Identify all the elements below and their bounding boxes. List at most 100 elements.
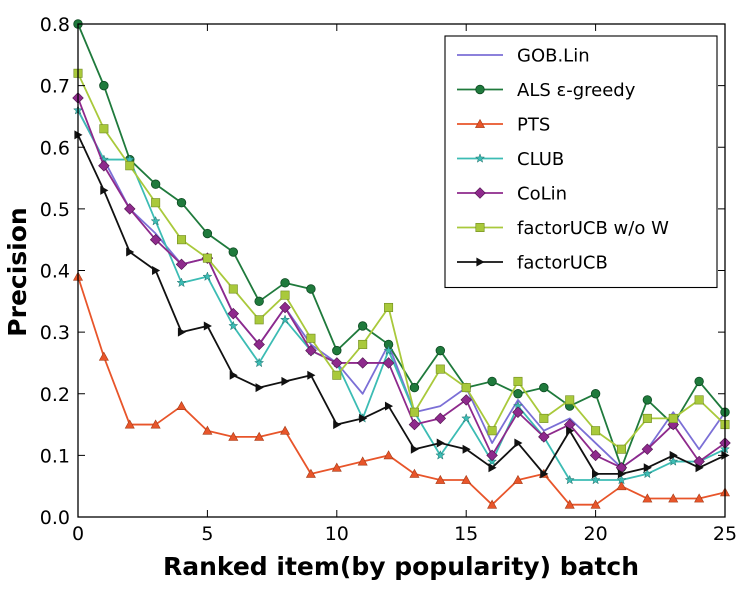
legend-marker — [476, 257, 485, 267]
data-point — [435, 474, 446, 484]
legend-label: PTS — [517, 115, 550, 136]
data-point — [99, 80, 109, 91]
y-tick-label: 0.6 — [40, 137, 70, 159]
data-point — [668, 493, 679, 503]
data-point — [228, 284, 238, 294]
y-tick-label: 0.4 — [40, 261, 70, 283]
data-point — [176, 277, 187, 288]
data-point — [307, 370, 316, 380]
data-point — [461, 383, 471, 393]
data-point — [125, 161, 135, 171]
data-point — [462, 444, 471, 454]
data-point — [253, 338, 265, 351]
data-point — [150, 419, 161, 429]
data-point — [356, 357, 369, 369]
data-point — [512, 474, 523, 484]
data-point — [254, 431, 265, 441]
data-point — [590, 474, 601, 485]
data-point — [461, 413, 472, 423]
data-point — [642, 395, 653, 405]
data-point — [695, 463, 704, 473]
data-point — [642, 493, 653, 503]
series-6 — [74, 130, 730, 479]
legend-label: factorUCB w/o W — [517, 218, 669, 239]
y-tick-label: 0.8 — [40, 14, 70, 36]
data-point — [254, 357, 265, 368]
data-point — [305, 468, 316, 478]
data-point — [643, 463, 652, 473]
data-point — [590, 389, 601, 399]
legend-box — [444, 35, 718, 289]
x-axis-title: Ranked item(by popularity) batch — [163, 552, 639, 581]
data-point — [564, 499, 575, 509]
legend-entry: CoLin — [457, 184, 567, 205]
data-point — [332, 345, 342, 356]
data-point — [461, 474, 472, 484]
data-point — [694, 395, 704, 405]
data-point — [591, 426, 601, 436]
data-point — [513, 389, 523, 399]
series-line — [77, 23, 726, 469]
data-point — [538, 431, 550, 443]
data-point — [357, 321, 368, 331]
data-point — [152, 266, 161, 275]
data-point — [540, 469, 549, 479]
data-point — [641, 443, 654, 455]
data-point — [409, 468, 420, 478]
x-tick-label: 0 — [72, 523, 84, 545]
data-point — [384, 302, 394, 312]
data-point — [565, 395, 575, 405]
data-point — [539, 382, 549, 393]
data-point — [642, 468, 653, 479]
data-point — [332, 370, 342, 380]
data-point — [383, 345, 394, 355]
legend-entry: GOB.Lin — [457, 46, 590, 67]
data-point — [254, 296, 264, 307]
data-point — [281, 376, 290, 386]
data-point — [512, 406, 524, 418]
data-point — [487, 376, 497, 387]
data-point — [331, 462, 342, 472]
data-point — [435, 450, 446, 460]
data-point — [564, 474, 575, 485]
legend-label: GOB.Lin — [517, 46, 590, 67]
data-point — [382, 357, 395, 369]
data-point — [177, 327, 187, 337]
legend-entry: factorUCB w/o W — [457, 218, 669, 239]
data-point — [98, 160, 110, 172]
data-point — [617, 469, 626, 479]
data-point — [202, 253, 212, 263]
data-point — [694, 376, 704, 387]
data-point — [280, 425, 291, 435]
data-point — [202, 228, 213, 239]
data-point — [305, 344, 317, 357]
data-point — [357, 456, 368, 466]
x-tick-label: 15 — [454, 523, 478, 545]
legend-label: ALS ε-greedy — [517, 80, 636, 101]
data-point — [228, 431, 239, 441]
data-point — [488, 463, 497, 473]
data-point — [616, 444, 626, 454]
data-point — [100, 185, 109, 195]
data-point — [539, 413, 549, 423]
data-point — [124, 419, 135, 429]
data-point — [124, 203, 136, 215]
data-point — [384, 401, 394, 411]
x-tick-label: 20 — [584, 523, 608, 545]
data-point — [227, 307, 240, 320]
data-point — [150, 215, 161, 226]
data-point — [99, 124, 109, 134]
data-point — [202, 271, 213, 281]
data-point — [98, 351, 109, 361]
legend-label: factorUCB — [517, 253, 608, 274]
series-line — [77, 109, 726, 481]
data-point — [175, 258, 188, 271]
data-point — [280, 290, 290, 300]
data-point — [408, 418, 421, 431]
data-point — [694, 493, 705, 503]
data-point — [616, 474, 627, 485]
data-point — [409, 382, 420, 393]
data-point — [228, 320, 239, 331]
y-axis-title: Precision — [3, 207, 32, 336]
